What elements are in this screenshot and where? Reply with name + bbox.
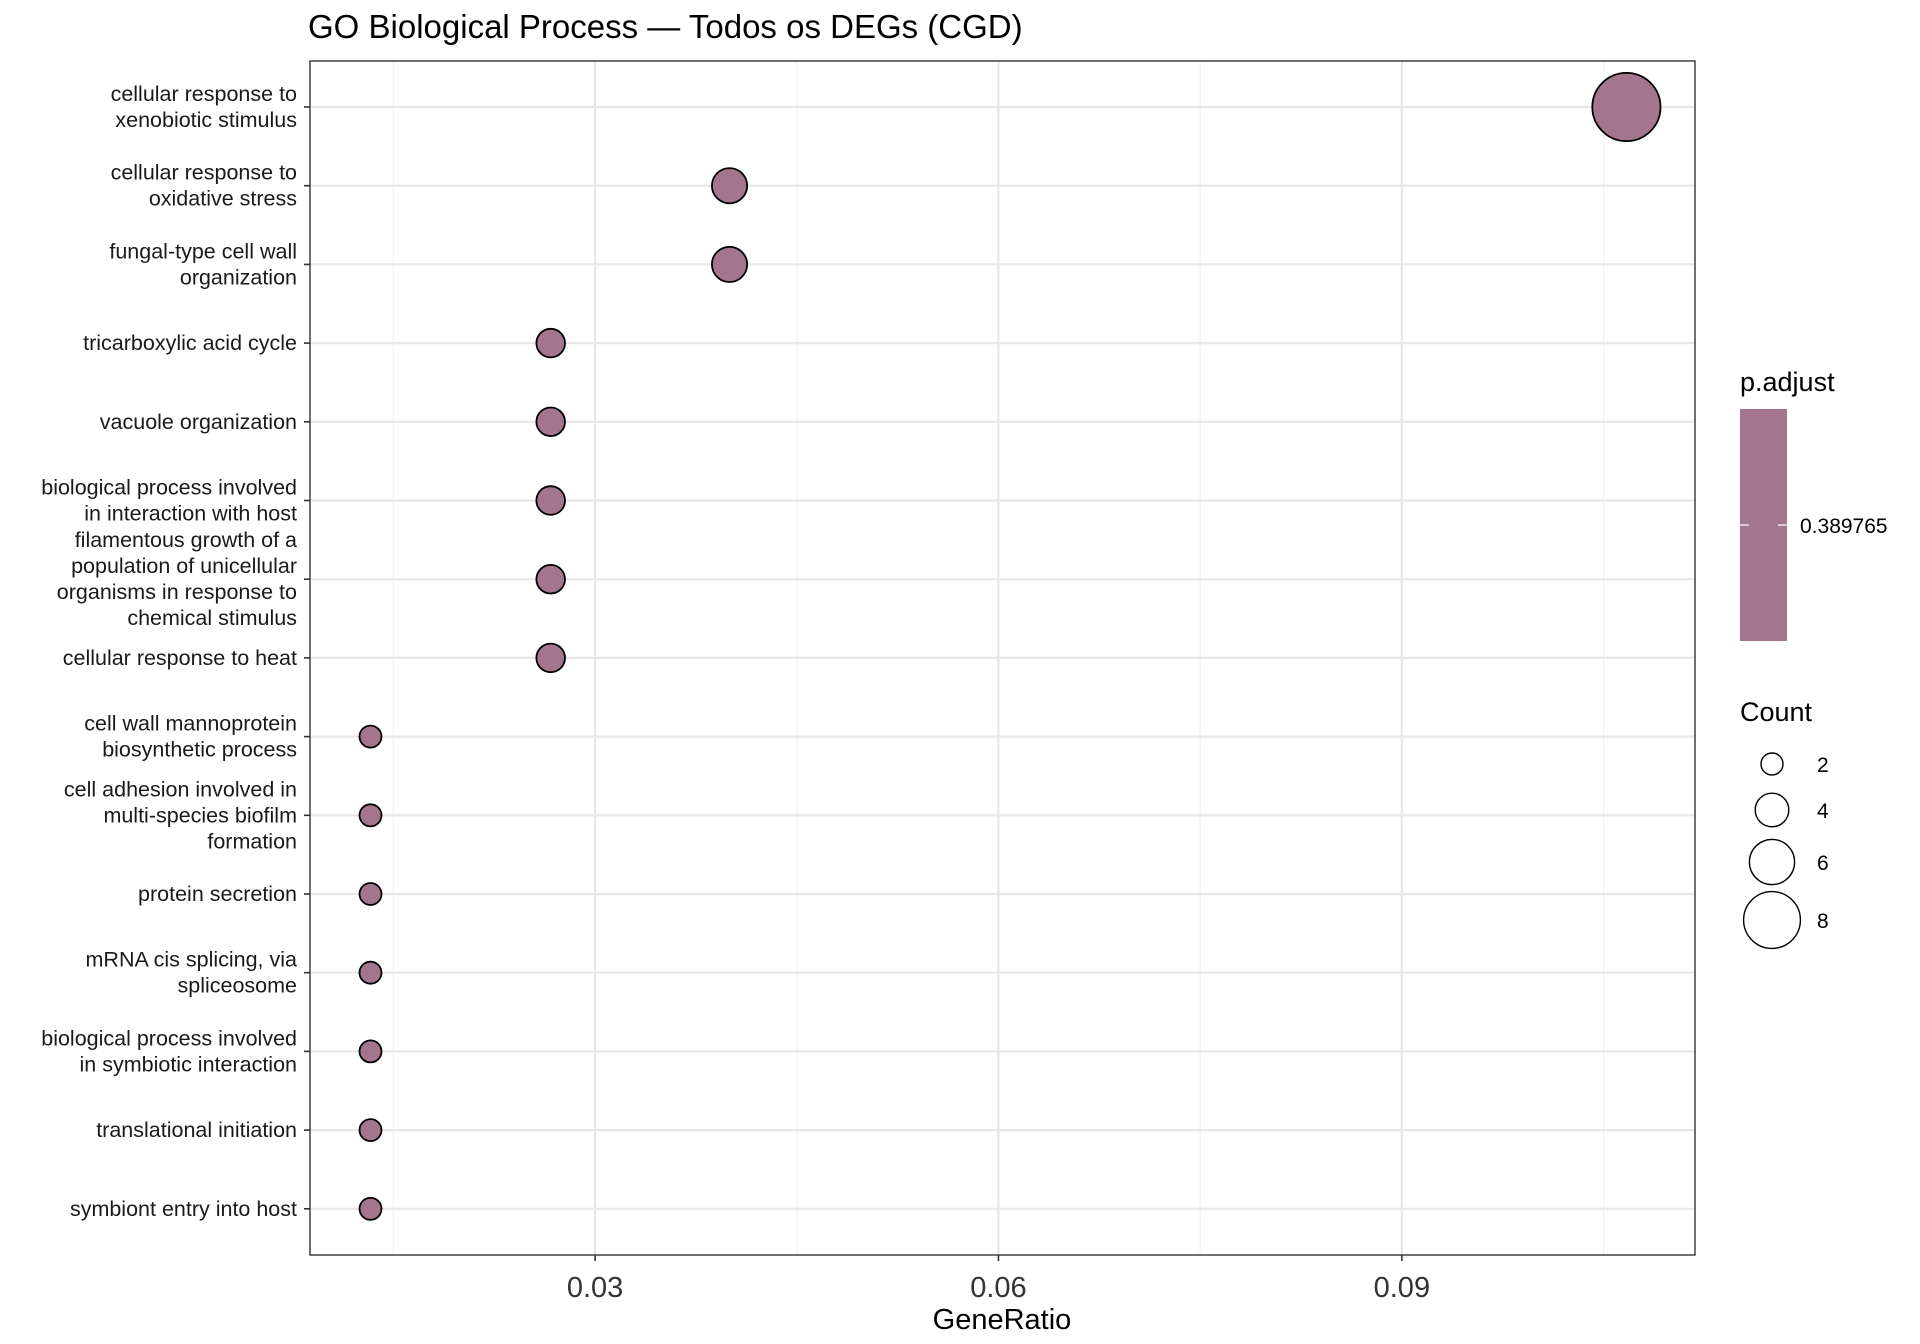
y-tick-label: biological process involved in symbiotic …	[41, 1026, 297, 1076]
y-tick-label: cell adhesion involved in multi-species b…	[64, 777, 297, 853]
data-point	[358, 960, 383, 985]
p-adjust-legend-label: 0.389765	[1800, 515, 1888, 538]
data-point	[535, 564, 566, 595]
data-point	[358, 803, 383, 828]
y-tick-label: cellular response to oxidative stress	[111, 161, 297, 211]
y-tick-label: cell wall mannoprotein biosynthetic proce…	[84, 712, 297, 762]
chart-title: GO Biological Process — Todos os DEGs (C…	[308, 8, 1023, 45]
y-tick-label: mRNA cis splicing, via spliceosome	[86, 948, 298, 998]
data-point	[535, 406, 566, 438]
y-tick-label: cellular response to xenobiotic stimulus	[111, 82, 297, 132]
count-legend-label: 2	[1817, 754, 1829, 777]
y-axis-labels: cellular response to xenobiotic stimulus c…	[41, 82, 310, 1221]
count-legend-circle	[1748, 838, 1796, 886]
plot-panel-border	[309, 60, 1696, 1256]
count-legend-label: 8	[1817, 910, 1829, 933]
count-legend-circle	[1760, 752, 1784, 776]
y-tick-label: fungal-type cell wall organization	[109, 239, 297, 289]
p-adjust-legend-title: p.adjust	[1740, 367, 1835, 397]
y-tick-label: vacuole organization	[100, 410, 297, 434]
count-legend-label: 4	[1817, 800, 1829, 823]
data-point	[711, 167, 749, 205]
y-tick-label: filamentous growth of a population of uni…	[57, 528, 297, 630]
data-point	[535, 642, 566, 674]
data-point	[358, 724, 383, 749]
y-tick-label: biological process involved in interactio…	[41, 476, 297, 526]
y-tick-label: cellular response to heat	[63, 646, 297, 670]
p-adjust-legend: p.adjust 0.389765	[1740, 367, 1888, 641]
data-point	[1591, 72, 1662, 142]
count-legend: Count 2 4 6 8	[1740, 697, 1829, 950]
x-axis-title: GeneRatio	[933, 1304, 1072, 1336]
x-tick-label: 0.03	[567, 1272, 623, 1304]
count-legend-circle	[1742, 890, 1802, 950]
data-point	[535, 327, 566, 359]
x-tick-label: 0.09	[1374, 1272, 1430, 1304]
data-point	[358, 1039, 383, 1064]
y-tick-label: symbiont entry into host	[70, 1197, 297, 1221]
x-tick-label: 0.06	[970, 1272, 1026, 1304]
count-legend-label: 6	[1817, 852, 1829, 875]
y-tick-label: tricarboxylic acid cycle	[83, 331, 297, 355]
data-point	[358, 882, 383, 906]
data-points	[358, 72, 1662, 1221]
count-legend-circle	[1754, 792, 1790, 828]
data-point	[535, 485, 566, 516]
count-legend-title: Count	[1740, 697, 1813, 727]
y-tick-label: translational initiation	[96, 1118, 297, 1142]
data-point	[711, 245, 749, 283]
data-point	[358, 1118, 383, 1142]
grid-lines	[310, 61, 1695, 1255]
data-point	[358, 1196, 383, 1221]
y-tick-label: protein secretion	[138, 882, 297, 906]
x-axis: 0.03 0.06 0.09	[567, 1255, 1430, 1304]
